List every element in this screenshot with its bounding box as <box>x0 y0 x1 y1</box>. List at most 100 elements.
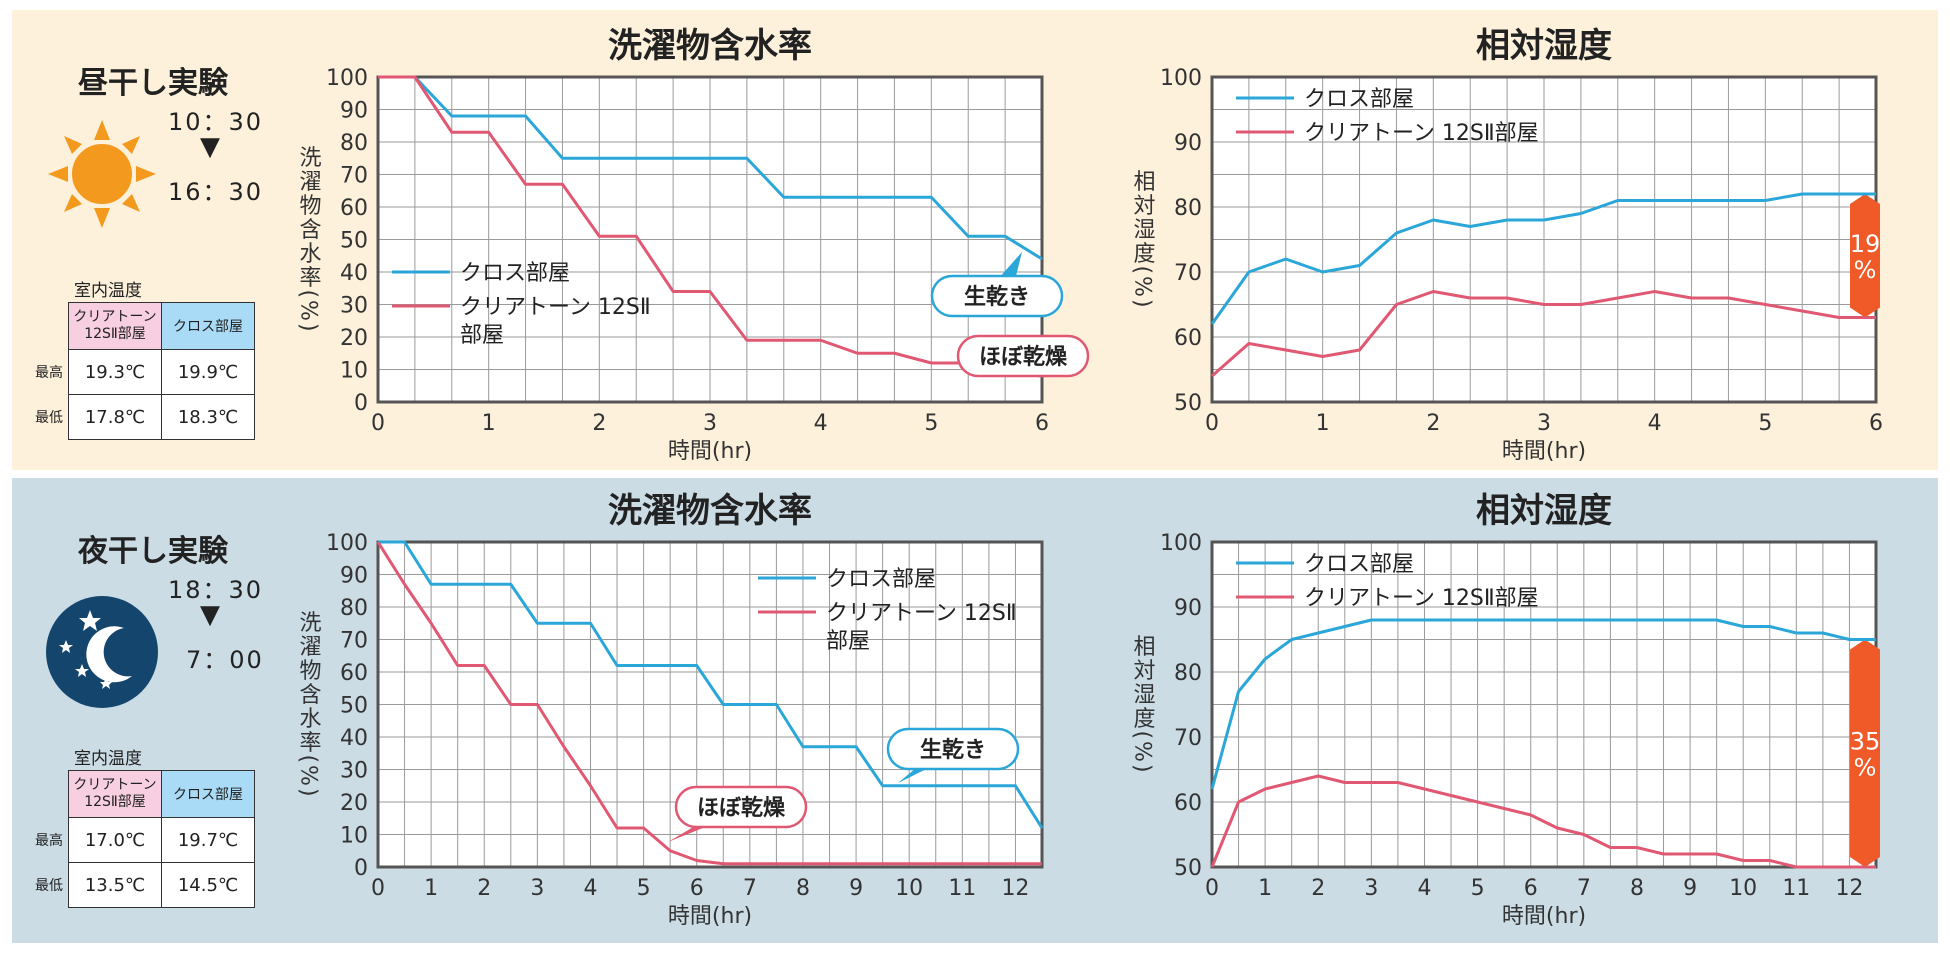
temp-value: 19.3℃ <box>68 349 162 395</box>
y-tick-label: 30 <box>340 759 368 784</box>
temp-value: 17.8℃ <box>68 394 162 440</box>
y-tick-label: 60 <box>1174 326 1202 351</box>
night-temp-table: クリアトーン 12SⅡ部屋 クロス部屋 最高 17.0℃ 19.7℃ 最低 13… <box>30 770 255 908</box>
y-tick-label: 50 <box>1174 391 1202 416</box>
temp-header-cross: クロス部屋 <box>161 302 255 350</box>
night-time-start: 18：30 <box>168 576 264 604</box>
y-tick-label: 60 <box>1174 791 1202 816</box>
day-time-start: 10：30 <box>168 108 264 136</box>
y-tick-label: 80 <box>1174 661 1202 686</box>
series-line-cross-room <box>378 540 1044 829</box>
x-tick-label: 11 <box>1782 876 1810 901</box>
callout-bubble <box>930 274 1064 318</box>
y-tick-label: 60 <box>340 196 368 221</box>
night-time-arrow: ▼ <box>200 600 220 630</box>
y-tick-label: 90 <box>340 564 368 589</box>
x-axis-label: 時間(hr) <box>668 904 752 929</box>
chart-title: 洗濯物含水率 <box>608 26 812 66</box>
y-tick-label: 0 <box>354 391 368 416</box>
x-tick-label: 8 <box>796 876 810 901</box>
legend-label: クリアトーン 12SⅡ部屋 <box>1304 121 1539 146</box>
x-tick-label: 3 <box>703 411 717 436</box>
chart-title: 洗濯物含水率 <box>608 491 812 531</box>
y-tick-label: 60 <box>340 661 368 686</box>
day-time-arrow: ▼ <box>200 132 220 162</box>
temp-row-label-max: 最高 <box>35 365 63 381</box>
temp-value: 17.0℃ <box>68 817 162 863</box>
difference-badge-label: 19% <box>1850 230 1881 284</box>
x-tick-label: 7 <box>1577 876 1591 901</box>
moon-stars-icon <box>46 596 158 708</box>
x-tick-label: 2 <box>1426 411 1440 436</box>
x-tick-label: 5 <box>1758 411 1772 436</box>
y-tick-label: 90 <box>340 99 368 124</box>
sun-icon <box>48 120 156 228</box>
y-tick-label: 90 <box>1174 131 1202 156</box>
x-tick-label: 9 <box>849 876 863 901</box>
legend-label: クロス部屋 <box>460 261 570 286</box>
y-tick-label: 70 <box>1174 726 1202 751</box>
night-temp-title: 室内温度 <box>74 749 142 769</box>
temp-header-cross: クロス部屋 <box>161 770 255 818</box>
y-tick-label: 70 <box>1174 261 1202 286</box>
y-tick-label: 100 <box>1160 531 1202 556</box>
night-time-end: 7：00 <box>186 646 264 674</box>
callout-label: 生乾き <box>920 737 986 763</box>
temp-value: 19.9℃ <box>161 349 255 395</box>
x-tick-label: 12 <box>1001 876 1029 901</box>
x-tick-label: 6 <box>1869 411 1883 436</box>
x-tick-label: 9 <box>1683 876 1697 901</box>
series-line-cleartone-room <box>1210 774 1876 869</box>
x-tick-label: 1 <box>1258 876 1272 901</box>
legend-label: クロス部屋 <box>1304 552 1414 577</box>
x-tick-label: 4 <box>814 411 828 436</box>
difference-badge-label: 35% <box>1850 727 1881 781</box>
callout-label: ほぼ乾燥 <box>979 344 1068 370</box>
x-tick-label: 10 <box>1729 876 1757 901</box>
y-tick-label: 50 <box>340 229 368 254</box>
x-tick-label: 8 <box>1630 876 1644 901</box>
difference-badge <box>1850 639 1880 867</box>
chart-day-moisture: 0 10 20 30 40 50 60 70 80 90 100 0 1 2 3 4 5 6 洗濯物含水率時間(hr… <box>296 26 1090 464</box>
x-tick-label: 1 <box>1316 411 1330 436</box>
series-line-cleartone-room <box>376 541 1042 866</box>
y-tick-label: 70 <box>340 164 368 189</box>
plot-frame <box>376 75 1044 404</box>
temp-row-label-min: 最低 <box>35 878 63 894</box>
series-line-cleartone-room <box>1211 290 1876 378</box>
temp-value: 13.5℃ <box>68 862 162 908</box>
callout-label: 生乾き <box>964 284 1030 310</box>
x-tick-label: 7 <box>743 876 757 901</box>
y-axis-label: 相対湿度(%) <box>1130 169 1156 309</box>
x-tick-label: 11 <box>948 876 976 901</box>
y-tick-label: 90 <box>1174 596 1202 621</box>
x-tick-label: 2 <box>477 876 491 901</box>
y-axis-label: 洗濯物含水率(%) <box>296 610 322 798</box>
day-time-end: 16：30 <box>168 178 264 206</box>
callout-label: ほぼ乾燥 <box>697 795 786 821</box>
x-axis-label: 時間(hr) <box>1502 439 1586 464</box>
x-axis-label: 時間(hr) <box>668 439 752 464</box>
temp-row-label-max: 最高 <box>35 833 63 849</box>
day-temp-title: 室内温度 <box>74 281 142 301</box>
x-tick-label: 2 <box>1311 876 1325 901</box>
y-tick-label: 10 <box>340 359 368 384</box>
day-temp-table: クリアトーン 12SⅡ部屋 クロス部屋 最高 19.3℃ 19.9℃ 最低 17… <box>30 302 255 440</box>
y-tick-label: 20 <box>340 791 368 816</box>
y-tick-label: 10 <box>340 824 368 849</box>
chart-title: 相対湿度 <box>1476 26 1612 66</box>
callout-bubble <box>956 334 1090 378</box>
callout-bubble <box>886 727 1020 771</box>
x-axis-label: 時間(hr) <box>1502 904 1586 929</box>
y-tick-label: 100 <box>1160 66 1202 91</box>
y-axis-label: 相対湿度(%) <box>1130 634 1156 774</box>
x-tick-label: 1 <box>424 876 438 901</box>
series-line-cleartone-room <box>378 75 1043 378</box>
series-line-cross-room <box>1210 618 1876 790</box>
series-line-cross-room <box>1210 192 1876 325</box>
night-experiment-title: 夜干し実験 <box>78 534 228 569</box>
